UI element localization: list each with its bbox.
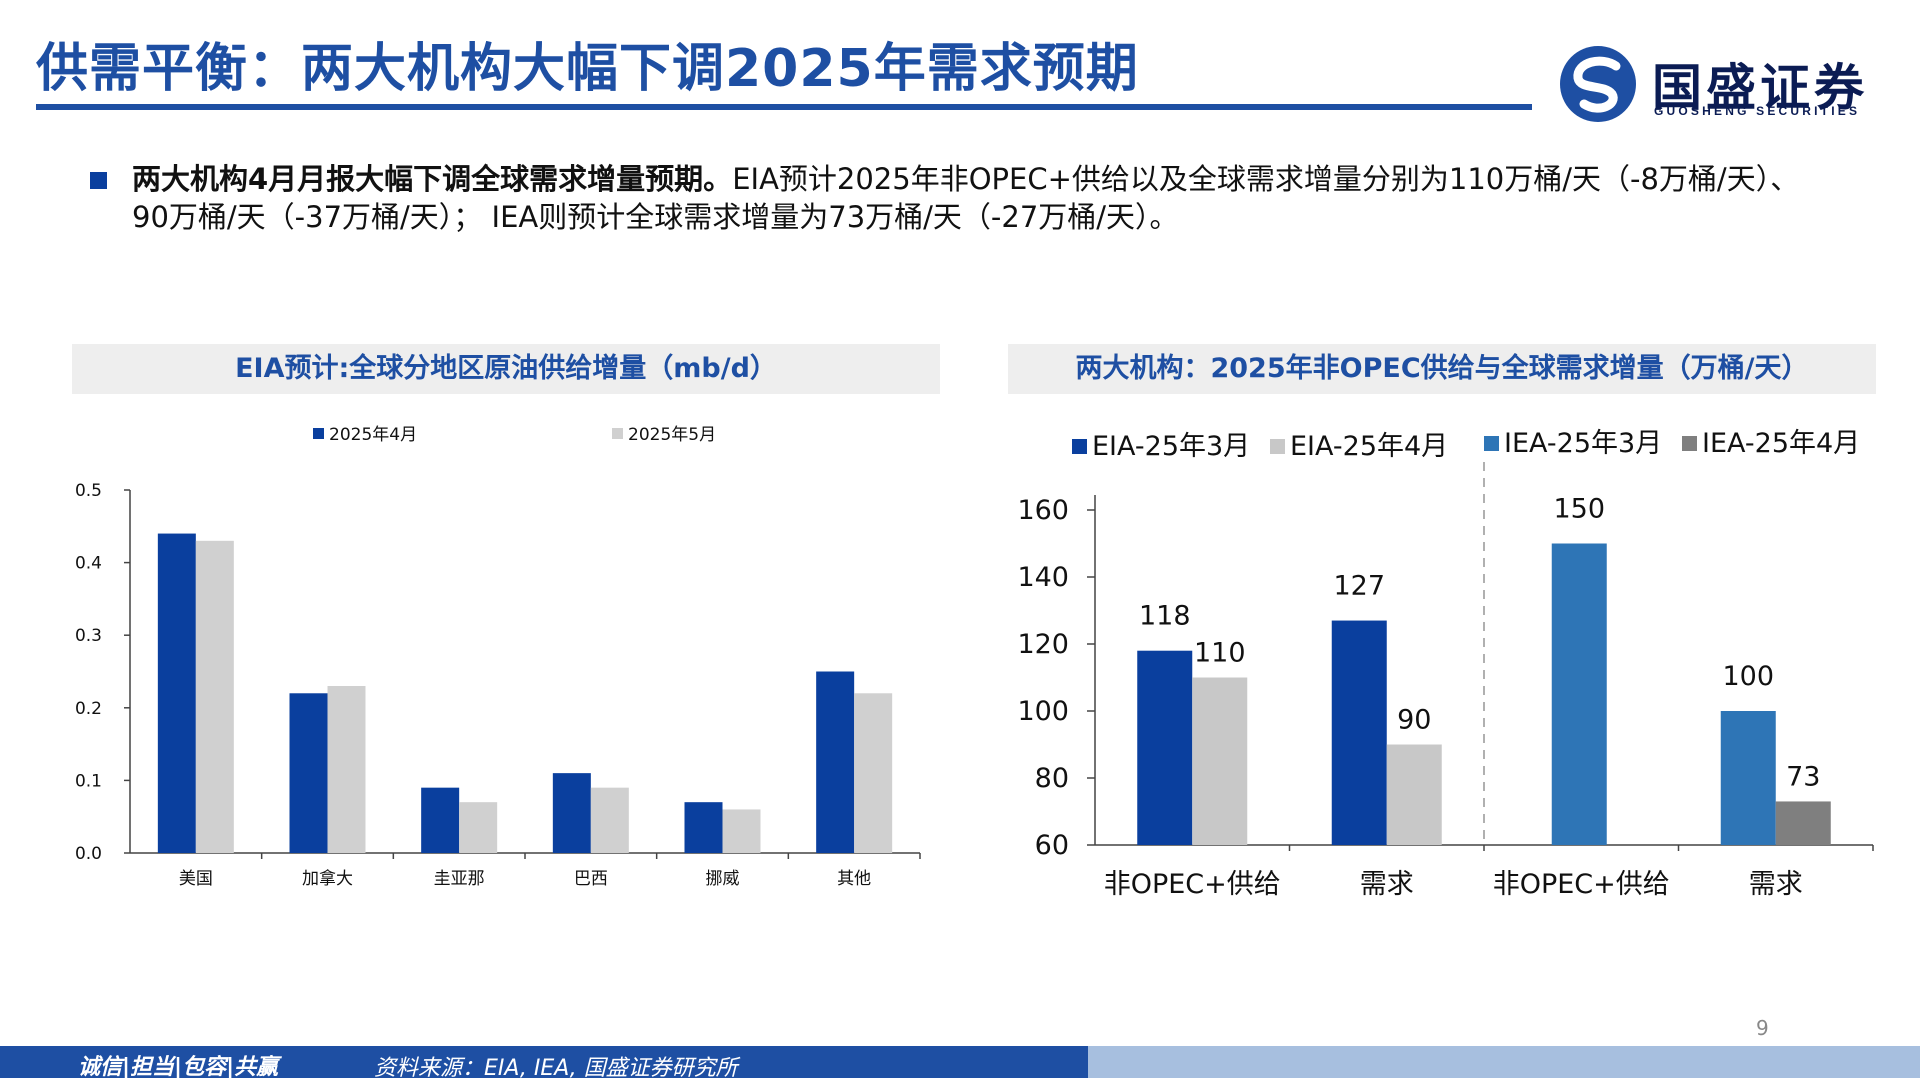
footer-bar-light [1088,1046,1920,1078]
bar-may [195,540,234,853]
bar-may [459,802,498,853]
legend-swatch [1072,439,1087,454]
footer-source: 资料来源：EIA, IEA, 国盛证券研究所 [374,1056,738,1081]
bullet-paragraph: 两大机构4月月报大幅下调全球需求增量预期。EIA预计2025年非OPEC+供给以… [132,160,1832,236]
legend-swatch [1484,436,1499,451]
y-tick-label: 0.3 [75,626,102,646]
legend-label: 2025年5月 [628,425,716,445]
y-tick-label: 160 [1017,495,1069,526]
bar-may [327,686,366,853]
bar-EIA-25年3月 [1331,620,1387,845]
legend-swatch [1682,436,1697,451]
legend-label: IEA-25年3月 [1504,428,1662,459]
y-tick-label: 100 [1017,696,1069,727]
bar-EIA-25年3月 [1137,650,1193,845]
y-tick-label: 0.2 [75,699,102,719]
bar-IEA-25年3月 [1720,711,1776,845]
bar-may [590,787,629,853]
bar-apr [816,671,855,853]
legend-swatch [313,428,324,439]
x-tick-label: 圭亚那 [434,869,485,889]
footer-bar-dark [0,1046,1088,1078]
bullet-body: EIA预计2025年非OPEC+供给以及全球需求增量分别为110万桶/天（-8万… [132,162,1800,234]
bar-apr [289,693,328,853]
bar-may [854,693,893,853]
data-label: 90 [1397,705,1431,736]
y-tick-label: 60 [1035,830,1069,861]
bar-apr [684,802,723,853]
x-tick-label: 需求 [1360,869,1414,900]
x-tick-label: 巴西 [574,869,608,889]
logo-name: 国盛证券 [1652,59,1868,117]
bar-may [722,809,761,853]
bar-IEA-25年3月 [1551,543,1607,845]
data-label: 150 [1553,494,1605,525]
legend-label: EIA-25年3月 [1092,431,1250,462]
x-tick-label: 需求 [1749,869,1803,900]
x-tick-label: 美国 [179,869,213,889]
y-tick-label: 0.0 [75,844,102,864]
bar-apr [552,773,591,853]
x-tick-label: 加拿大 [302,868,353,889]
bar-EIA-25年4月 [1386,744,1442,845]
data-label: 127 [1333,571,1385,602]
legend-label: 2025年4月 [329,425,417,445]
title-divider [36,104,1532,110]
footer-motto: 诚信|担当|包容|共赢 [78,1055,279,1080]
bar-apr [157,533,196,853]
data-label: 118 [1139,601,1191,632]
left-chart-title: EIA预计:全球分地区原油供给增量（mb/d） [72,344,940,394]
data-label: 100 [1722,661,1774,692]
bar-EIA-25年4月 [1192,677,1248,845]
bar-IEA-25年4月 [1775,801,1831,845]
bar-apr [421,787,460,853]
legend-swatch [612,428,623,439]
data-label: 73 [1786,761,1820,792]
x-tick-label: 非OPEC+供给 [1493,869,1670,900]
legend-label: EIA-25年4月 [1290,431,1448,462]
x-tick-label: 其他 [837,869,871,889]
bullet-bold-lead: 两大机构4月月报大幅下调全球需求增量预期。 [132,162,733,196]
page-number: 9 [1756,1016,1769,1040]
legend-swatch [1270,439,1285,454]
legend-label: IEA-25年4月 [1702,428,1860,459]
y-tick-label: 0.4 [75,554,102,574]
x-tick-label: 挪威 [706,869,740,889]
bullet-square-icon [90,172,107,189]
logo-subtitle: GUOSHENG SECURITIES [1654,104,1861,118]
y-tick-label: 140 [1017,562,1069,593]
y-tick-label: 0.5 [75,481,102,501]
guosheng-logo-icon [1560,46,1636,122]
page-title: 供需平衡：两大机构大幅下调2025年需求预期 [36,39,1139,99]
y-tick-label: 80 [1035,763,1069,794]
right-chart-title: 两大机构：2025年非OPEC供给与全球需求增量（万桶/天） [1008,344,1876,394]
y-tick-label: 0.1 [75,771,102,791]
x-tick-label: 非OPEC+供给 [1104,869,1281,900]
y-tick-label: 120 [1017,629,1069,660]
data-label: 110 [1194,638,1246,669]
